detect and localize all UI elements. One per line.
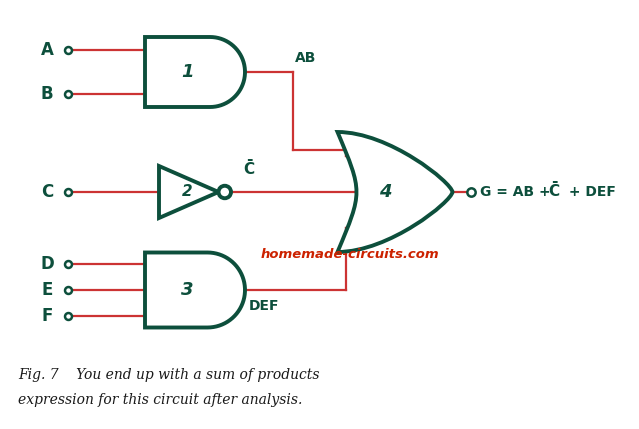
Circle shape: [219, 186, 231, 198]
PathPatch shape: [145, 37, 245, 107]
Text: DEF: DEF: [249, 299, 279, 313]
PathPatch shape: [145, 253, 245, 327]
Text: E: E: [42, 281, 52, 299]
Text: G = AB +: G = AB +: [481, 185, 556, 199]
Text: C: C: [41, 183, 53, 201]
Text: AB: AB: [295, 51, 316, 65]
Text: $\mathbf{\bar{C}}$: $\mathbf{\bar{C}}$: [243, 158, 255, 178]
Text: D: D: [40, 255, 54, 273]
PathPatch shape: [159, 166, 219, 218]
Text: 4: 4: [379, 183, 391, 201]
Text: 3: 3: [181, 281, 193, 299]
Text: B: B: [41, 85, 53, 103]
Text: homemade-circuits.com: homemade-circuits.com: [261, 248, 440, 262]
Text: F: F: [42, 307, 52, 325]
Text: expression for this circuit after analysis.: expression for this circuit after analys…: [18, 393, 302, 407]
Text: 2: 2: [181, 184, 192, 199]
Text: $\mathbf{\bar{C}}$: $\mathbf{\bar{C}}$: [548, 180, 560, 200]
Text: Fig. 7    You end up with a sum of products: Fig. 7 You end up with a sum of products: [18, 368, 320, 382]
PathPatch shape: [337, 132, 452, 252]
Text: A: A: [40, 41, 54, 59]
Text: 1: 1: [181, 63, 193, 81]
Text: + DEF: + DEF: [564, 185, 617, 199]
